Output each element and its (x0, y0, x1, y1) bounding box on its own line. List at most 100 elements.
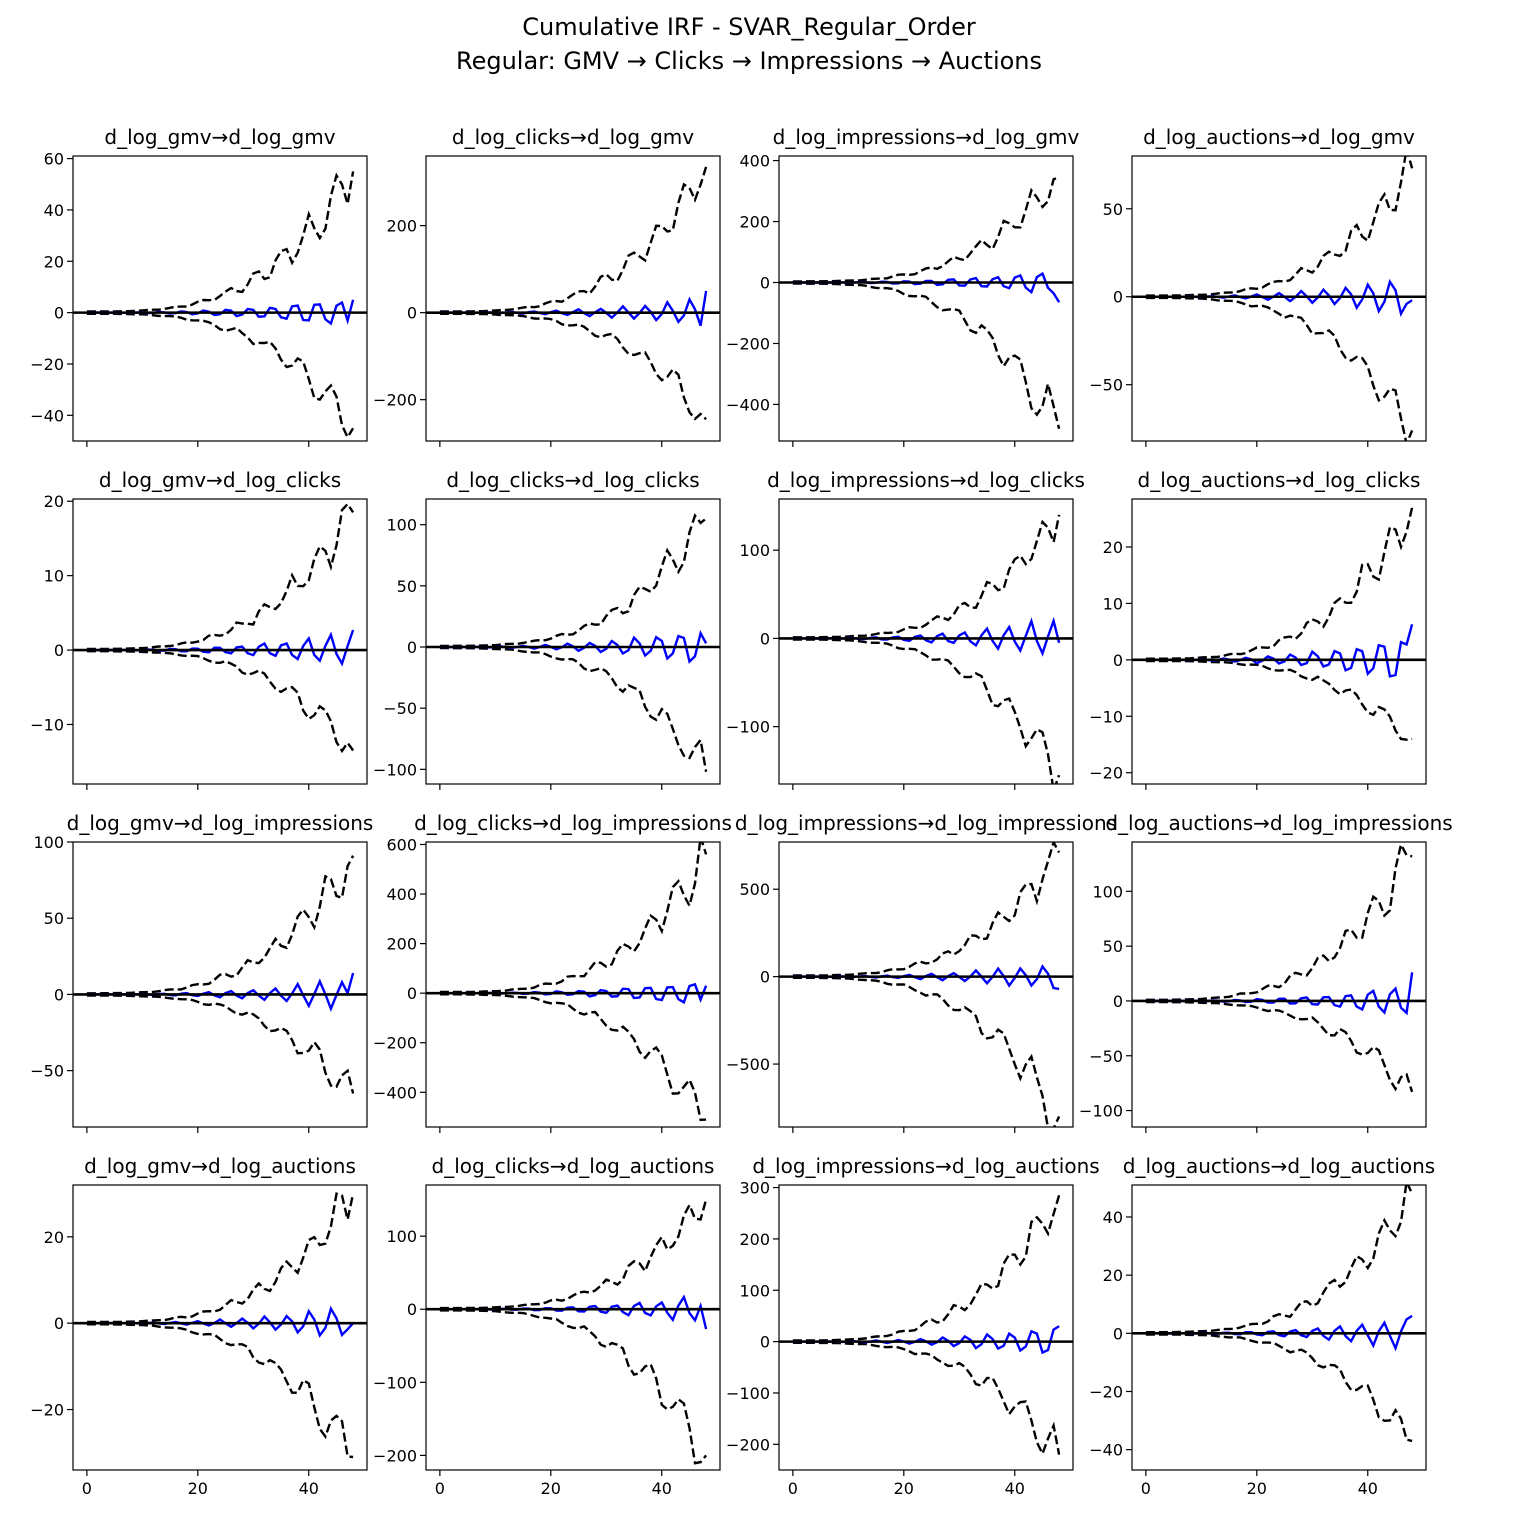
y-tick-label: −40 (30, 406, 64, 425)
y-tick-label: 0 (760, 968, 770, 987)
axes-frame (425, 155, 721, 442)
axes-frame (778, 1184, 1074, 1471)
lower-band-line (792, 1341, 1061, 1457)
y-tick-label: −100 (373, 1373, 417, 1392)
y-tick-label: −200 (726, 1435, 770, 1454)
panel-title: d_log_clicks→d_log_impressions (414, 811, 732, 835)
y-tick-label: 10 (44, 567, 64, 586)
upper-band-line (86, 171, 355, 313)
y-tick-label: 0 (1113, 992, 1123, 1011)
y-tick-label: 200 (739, 1230, 770, 1249)
axes-frame (72, 1184, 368, 1471)
plot-area (73, 171, 367, 440)
plot-area (779, 842, 1073, 1127)
irf-panel: −40 −20 0 20 40 60 d_log_gmv→d_log_gmv (30, 125, 368, 447)
x-tick-label: 40 (1358, 1479, 1378, 1498)
y-tick-label: 40 (44, 201, 64, 220)
y-tick-label: 20 (44, 492, 64, 511)
y-tick-label: 500 (739, 880, 770, 899)
y-tick-label: −50 (383, 699, 417, 718)
y-tick-label: −100 (373, 760, 417, 779)
y-tick-label: −20 (1089, 1382, 1123, 1401)
y-tick-label: −40 (1089, 1441, 1123, 1460)
x-tick-label: 40 (1005, 1479, 1025, 1498)
lower-band-line (439, 312, 707, 421)
upper-band-line (1145, 842, 1413, 1001)
panel-title: d_log_impressions→d_log_clicks (767, 468, 1085, 492)
panel-title: d_log_clicks→d_log_auctions (432, 1154, 715, 1178)
panel-title: d_log_impressions→d_log_auctions (752, 1154, 1099, 1178)
x-tick-label: 0 (82, 1479, 92, 1498)
y-tick-label: −200 (373, 1446, 417, 1465)
y-tick-label: −100 (726, 1384, 770, 1403)
x-tick-label: 40 (652, 1479, 672, 1498)
lower-band-line (792, 282, 1061, 430)
x-tick-label: 20 (188, 1479, 208, 1498)
lower-band-line (86, 1323, 354, 1459)
panel-title: d_log_auctions→d_log_gmv (1143, 125, 1415, 149)
upper-band-line (792, 1194, 1061, 1342)
y-tick-label: 0 (54, 641, 64, 660)
y-tick-label: 20 (44, 1228, 64, 1247)
y-tick-label: 400 (386, 885, 417, 904)
plot-area (73, 855, 367, 1094)
panel-title: d_log_impressions→d_log_gmv (773, 125, 1080, 149)
y-tick-label: 50 (1103, 937, 1123, 956)
figure-title-line2: Regular: GMV → Clicks → Impressions → Au… (456, 47, 1042, 75)
y-tick-label: 100 (386, 516, 417, 535)
y-tick-label: 100 (386, 1227, 417, 1246)
axes-frame (778, 841, 1074, 1128)
y-tick-label: 0 (407, 1300, 417, 1319)
y-tick-label: −10 (30, 715, 64, 734)
y-tick-label: −50 (1089, 1047, 1123, 1066)
axes-frame (425, 841, 721, 1128)
panel-title: d_log_auctions→d_log_clicks (1138, 468, 1421, 492)
plot-area (1132, 1185, 1426, 1443)
y-tick-label: 100 (33, 833, 64, 852)
y-tick-label: 0 (1113, 1324, 1123, 1343)
plot-area (1132, 507, 1426, 741)
axes-frame (1131, 498, 1427, 785)
plot-area (73, 502, 367, 754)
x-tick-label: 40 (299, 1479, 319, 1498)
irf-panel: −200 0 200 d_log_clicks→d_log_gmv (373, 125, 721, 447)
y-tick-label: 0 (407, 638, 417, 657)
x-tick-label: 20 (541, 1479, 561, 1498)
irf-panel: −40 −20 0 20 40 0 20 40 d_log_auctions→d_log_auc… (1089, 1154, 1435, 1498)
upper-band-line (439, 1199, 708, 1310)
panel-title: d_log_gmv→d_log_impressions (67, 811, 374, 835)
panel-title: d_log_clicks→d_log_clicks (446, 468, 699, 492)
lower-band-line (792, 976, 1061, 1127)
y-tick-label: 100 (1092, 882, 1123, 901)
x-tick-label: 0 (788, 1479, 798, 1498)
upper-band-line (792, 176, 1060, 283)
y-tick-label: 600 (386, 835, 417, 854)
upper-band-line (86, 855, 355, 995)
axes-frame (778, 155, 1074, 442)
upper-band-line (792, 514, 1061, 639)
irf-panel: −100 0 100 d_log_impressions→d_log_clicks (726, 468, 1085, 790)
figure-title-line1: Cumulative IRF - SVAR_Regular_Order (522, 13, 976, 41)
upper-band-line (1145, 156, 1414, 297)
upper-band-line (792, 842, 1061, 977)
y-tick-label: 50 (1103, 200, 1123, 219)
y-tick-label: 0 (54, 1314, 64, 1333)
upper-band-line (86, 1192, 355, 1324)
y-tick-label: −20 (30, 1401, 64, 1420)
axes-frame (1131, 1184, 1427, 1471)
lower-band-line (1145, 296, 1414, 441)
x-tick-label: 20 (1247, 1479, 1267, 1498)
y-tick-label: 50 (44, 909, 64, 928)
lower-band-line (439, 646, 708, 773)
lower-band-line (792, 638, 1061, 784)
y-tick-label: −400 (726, 395, 770, 414)
axes-frame (72, 498, 368, 785)
y-tick-label: 0 (407, 304, 417, 323)
irf-panel: −100 −50 0 50 100 d_log_clicks→d_log_clicks (373, 468, 721, 790)
x-tick-label: 0 (1141, 1479, 1151, 1498)
irf-panel: −400 −200 0 200 400 600d_log_clicks→d_log_imp… (373, 811, 732, 1133)
plot-area (779, 1194, 1073, 1457)
